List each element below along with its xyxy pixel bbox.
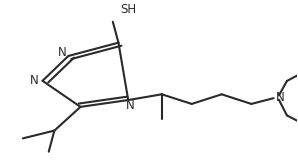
Text: N: N	[58, 46, 66, 59]
Text: N: N	[30, 74, 38, 87]
Text: SH: SH	[120, 3, 136, 16]
Text: N: N	[276, 91, 285, 104]
Text: N: N	[126, 99, 135, 112]
